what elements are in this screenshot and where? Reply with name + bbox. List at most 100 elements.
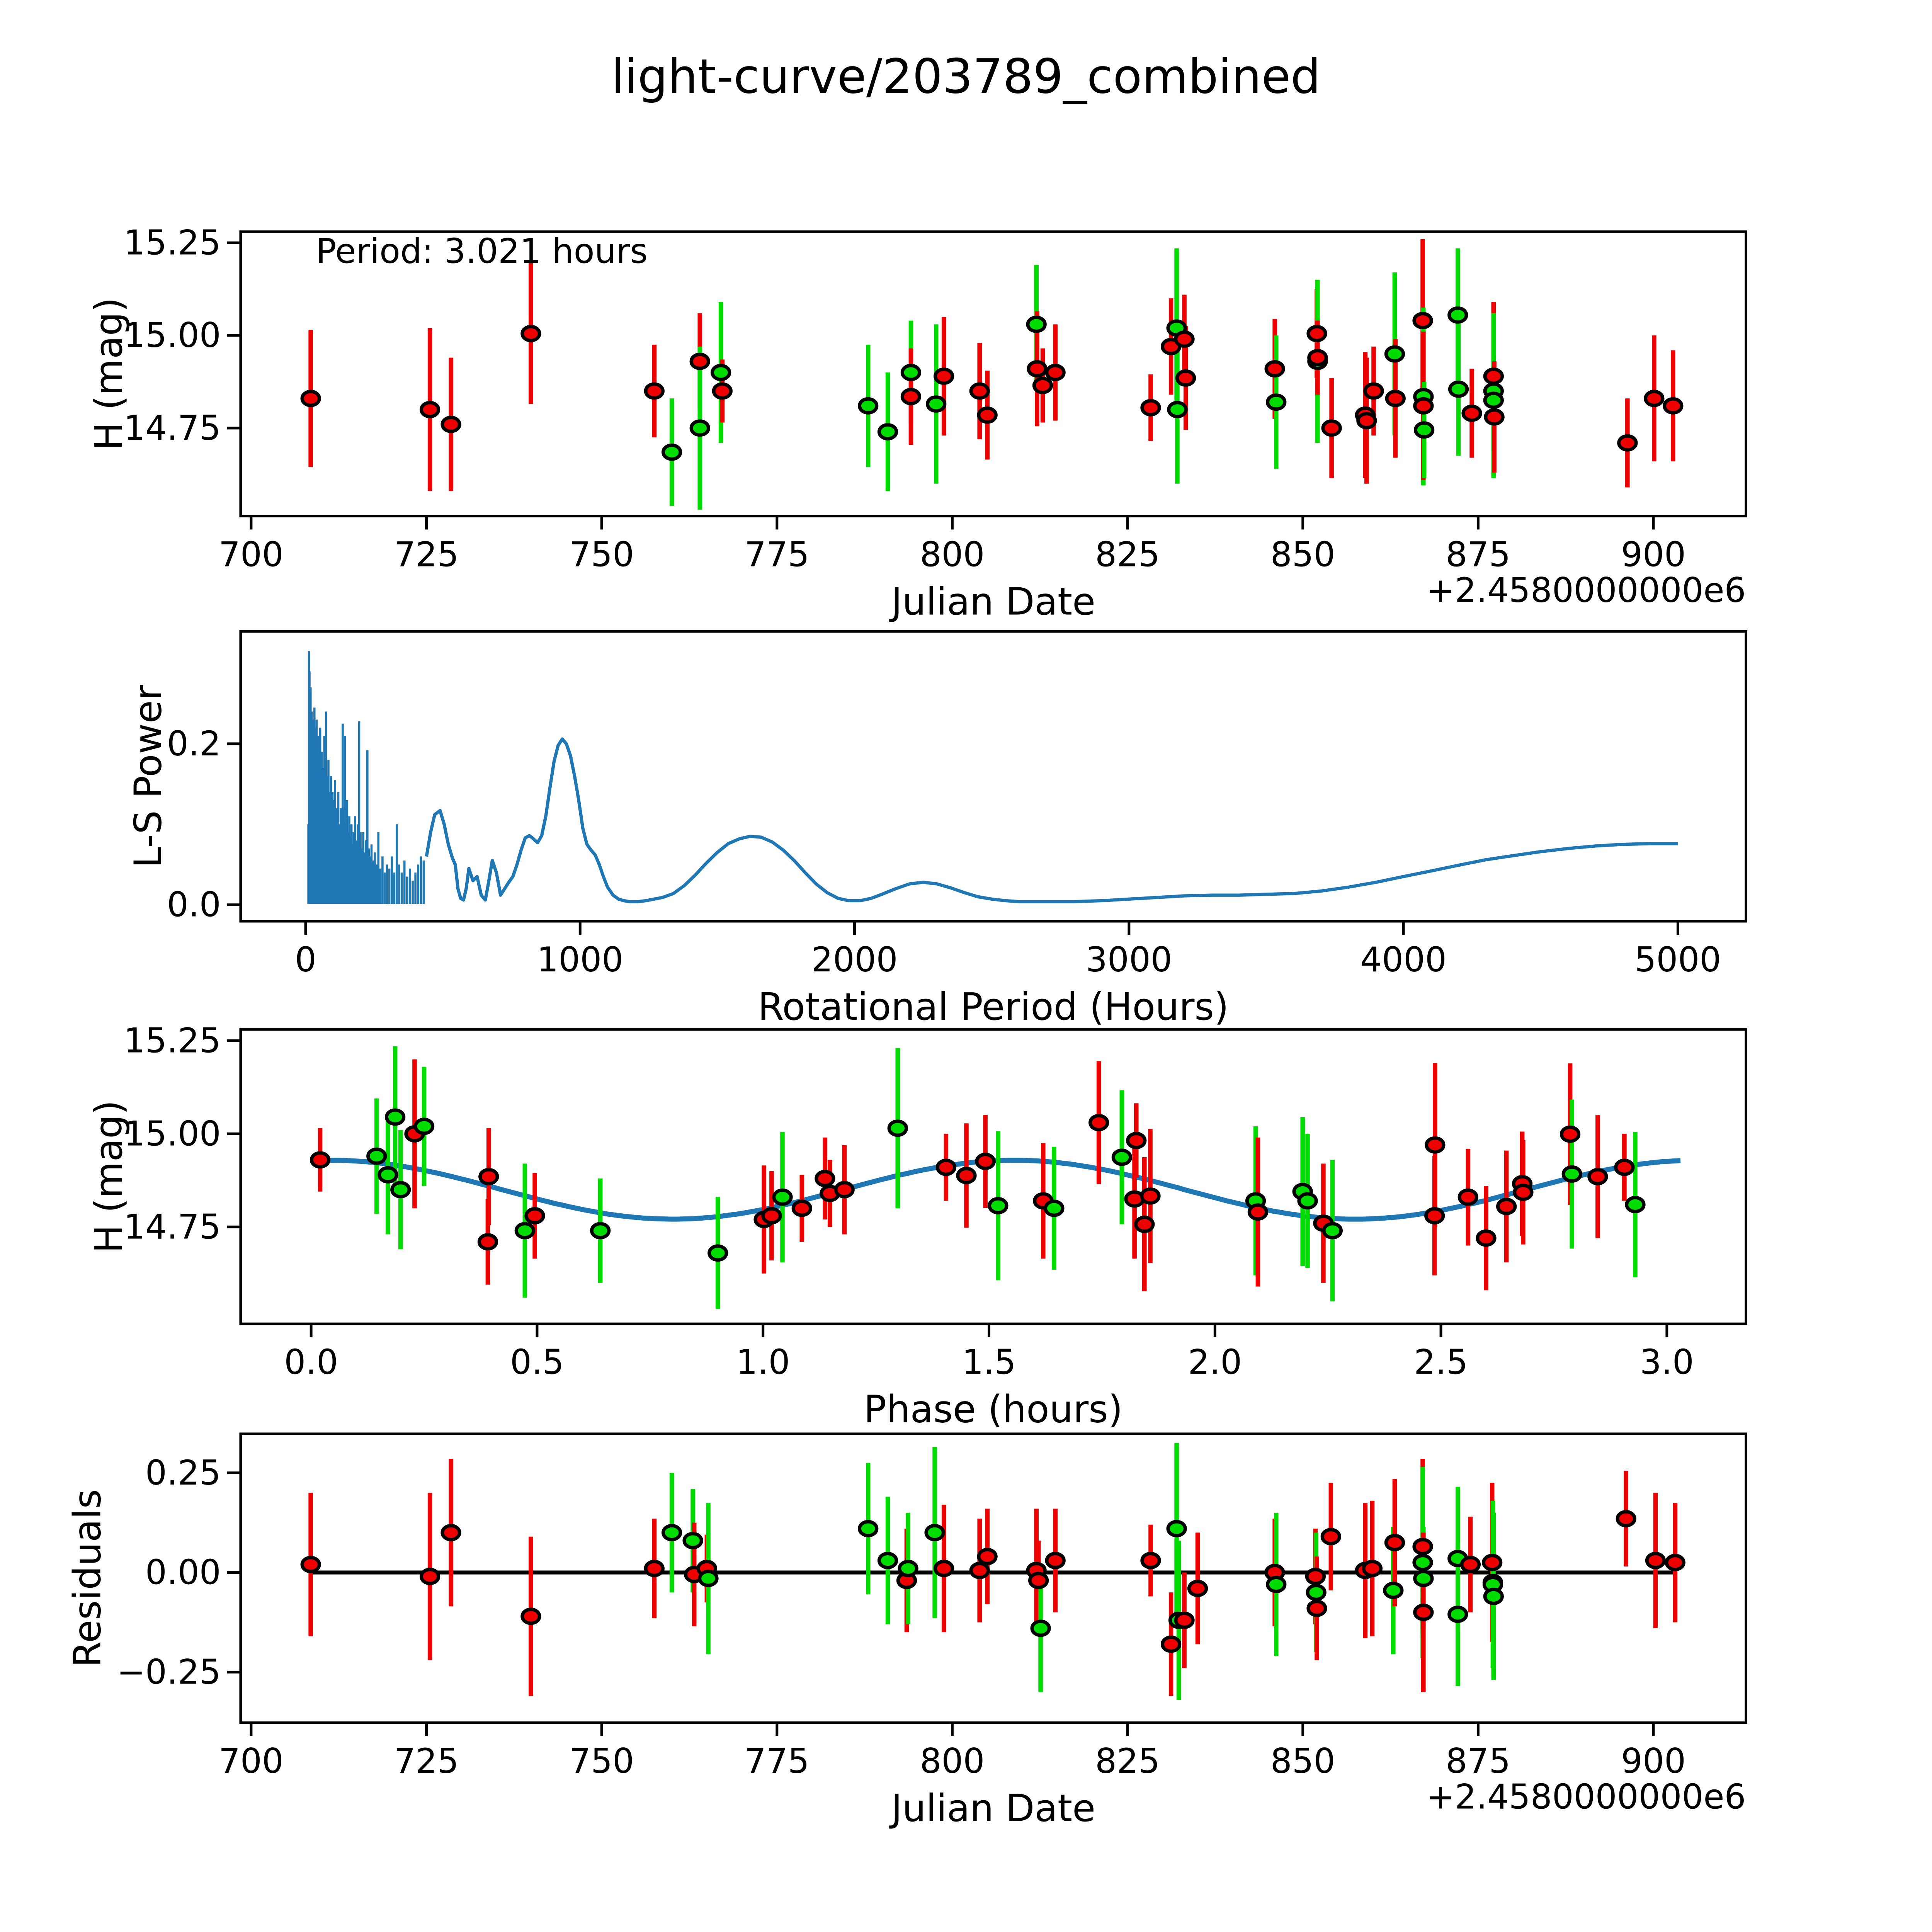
periodogram-x-axis: 0 1000 2000 3000 4000 5000 [295,921,1721,980]
phase-x-axis: 0.0 0.5 1.0 1.5 2.0 2.5 3.0 [284,1323,1694,1382]
lightcurve-x-axis: 700 725 750 775 800 825 850 875 900 [219,516,1686,574]
data-point [1045,1552,1066,1570]
data-point [858,397,879,415]
data-point [977,406,998,424]
data-point [1483,391,1504,409]
x-tick-label: 750 [569,534,634,574]
data-point [385,1108,406,1126]
data-point [1625,1196,1646,1213]
data-point [1363,382,1384,400]
period-annotation: Period: 3.021 hours [316,231,648,271]
data-point [1266,393,1287,411]
data-point [1362,1560,1383,1577]
x-tick-label: 0 [295,940,316,980]
data-point [1174,1611,1195,1629]
data-point [1305,1568,1326,1585]
data-point [877,423,898,440]
data-point [1482,1554,1503,1571]
x-tick-label: 2.0 [1188,1342,1242,1382]
data-point [1321,419,1342,437]
data-point [1044,1199,1065,1217]
data-point [689,419,710,437]
data-point [590,1222,611,1240]
data-point [300,389,321,407]
data-point [988,1197,1009,1214]
data-point [1306,1583,1327,1601]
data-point [682,1532,703,1549]
data-point [1383,1582,1404,1599]
data-point [1306,1599,1327,1617]
phase-y-axis: 14.75 15.00 15.25 [124,1020,241,1247]
data-point [1447,306,1468,324]
y-tick-label: 14.75 [124,1207,221,1247]
data-point [900,388,922,405]
data-point [707,1244,728,1262]
data-point [514,1222,535,1240]
data-point [1126,1132,1147,1150]
periodogram-panel: 0 1000 2000 3000 4000 5000 0.0 0.2 Rotational Pe… [126,630,1747,1029]
data-point [1614,1158,1635,1176]
data-point [1496,1197,1517,1215]
y-tick-label: 0.2 [167,724,221,764]
data-point [1384,1534,1405,1551]
data-point [366,1147,387,1165]
data-point [1412,312,1433,330]
data-point [662,443,682,461]
data-point [1356,412,1377,430]
y-tick-label: −0.25 [117,1652,221,1692]
data-point [1460,1556,1481,1573]
data-point [1448,380,1469,398]
data-point [1458,1188,1478,1206]
residuals-x-offset-label: +2.4580000000e6 [1426,1777,1746,1817]
data-point [1160,1635,1182,1653]
data-point [877,1552,898,1570]
y-tick-label: 15.25 [124,223,221,262]
x-tick-label: 3.0 [1640,1342,1694,1382]
data-point [1028,1571,1049,1589]
y-tick-label: 0.25 [145,1453,221,1493]
data-point [1307,349,1328,367]
data-point [761,1207,782,1225]
x-tick-label: 900 [1621,534,1686,574]
x-tick-label: 875 [1446,534,1510,574]
data-point [1425,1136,1446,1154]
x-tick-label: 700 [219,1741,284,1781]
x-tick-label: 5000 [1634,940,1721,980]
data-point [1045,364,1066,381]
data-point [1484,408,1505,426]
data-point [934,1560,954,1577]
data-point [1167,401,1188,418]
y-tick-label: 15.25 [124,1020,221,1060]
lightcurve-data [300,239,1684,510]
data-point [1644,389,1665,407]
data-point [924,1524,945,1541]
data-point [390,1181,411,1199]
data-point [1322,1222,1343,1240]
data-point [1030,1619,1051,1637]
residuals-ylabel: Residuals [65,1489,109,1667]
data-point [1175,369,1196,387]
data-point [1111,1148,1132,1166]
data-point [791,1199,812,1217]
x-tick-label: 2.5 [1414,1342,1468,1382]
data-point [1027,360,1048,378]
x-tick-label: 900 [1621,1741,1686,1781]
data-point [1384,345,1405,363]
x-tick-label: 0.0 [284,1342,338,1382]
data-point [300,1556,321,1573]
data-point [1297,1192,1318,1210]
data-point [1247,1203,1269,1221]
x-tick-label: 825 [1095,1741,1160,1781]
data-point [1306,325,1327,342]
x-tick-label: 1.5 [962,1342,1016,1382]
data-point [1266,1576,1287,1593]
x-tick-label: 725 [394,534,459,574]
periodogram-curve [425,737,1678,903]
fit-curve [311,1158,1681,1222]
data-point [644,382,665,400]
data-point [1032,377,1053,395]
phase-panel: 0.0 0.5 1.0 1.5 2.0 2.5 3.0 14.75 15.00 15.25 Phas… [87,1020,1747,1431]
x-tick-label: 2000 [811,940,898,980]
